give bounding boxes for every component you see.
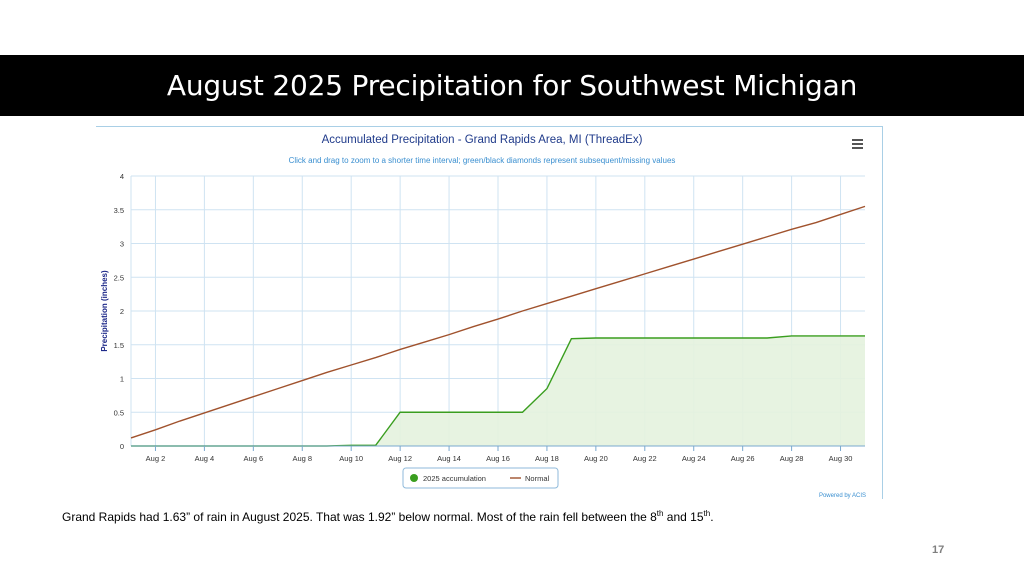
hamburger-menu-icon[interactable]: [852, 139, 863, 149]
caption-text-c: .: [710, 510, 714, 524]
x-tick-label: Aug 8: [292, 454, 312, 463]
slide-title: August 2025 Precipitation for Southwest …: [166, 69, 858, 102]
y-tick-label: 0.5: [114, 408, 124, 417]
y-tick-label: 4: [120, 172, 124, 181]
y-tick-label: 0: [120, 442, 124, 451]
caption-superscript-1: th: [656, 509, 664, 518]
x-tick-label: Aug 24: [682, 454, 706, 463]
y-tick-label: 1: [120, 375, 124, 384]
menu-icon-bar: [852, 147, 863, 149]
menu-icon-bar: [852, 143, 863, 145]
y-axis-label: Precipitation (inches): [100, 270, 109, 352]
legend-label-2025-accumulation[interactable]: 2025 accumulation: [423, 474, 486, 483]
legend-marker-2025-accumulation[interactable]: [410, 474, 418, 482]
series-2025-accumulation-area: [131, 335, 865, 446]
y-tick-label: 3.5: [114, 206, 124, 215]
menu-icon-bar: [852, 139, 863, 141]
x-tick-label: Aug 30: [829, 454, 853, 463]
x-tick-label: Aug 10: [339, 454, 363, 463]
caption-text-b: and 15: [663, 510, 704, 524]
y-tick-label: 2.5: [114, 273, 124, 282]
page-number: 17: [932, 544, 945, 556]
caption-text-a: Grand Rapids had 1.63” of rain in August…: [62, 510, 657, 524]
x-tick-label: Aug 2: [146, 454, 166, 463]
precipitation-chart: Accumulated Precipitation - Grand Rapids…: [100, 134, 866, 499]
credit-text[interactable]: Powered by ACIS: [819, 493, 866, 499]
x-tick-label: Aug 26: [731, 454, 755, 463]
chart-container: Accumulated Precipitation - Grand Rapids…: [96, 126, 883, 499]
x-tick-label: Aug 28: [780, 454, 804, 463]
x-tick-label: Aug 6: [244, 454, 264, 463]
legend-box: [402, 467, 559, 489]
legend-label-normal[interactable]: Normal: [525, 474, 550, 483]
y-tick-label: 3: [120, 240, 124, 249]
y-tick-label: 2: [120, 307, 124, 316]
slide-title-bar: August 2025 Precipitation for Southwest …: [0, 55, 1024, 116]
x-tick-label: Aug 14: [437, 454, 461, 463]
chart-subtitle: Click and drag to zoom to a shorter time…: [289, 156, 676, 165]
chart-title: Accumulated Precipitation - Grand Rapids…: [322, 134, 643, 146]
x-tick-label: Aug 12: [388, 454, 412, 463]
x-tick-label: Aug 18: [535, 454, 559, 463]
caption-superscript-2: th: [703, 509, 711, 518]
x-tick-label: Aug 16: [486, 454, 510, 463]
x-tick-label: Aug 4: [195, 454, 215, 463]
x-tick-label: Aug 20: [584, 454, 608, 463]
slide-caption: Grand Rapids had 1.63” of rain in August…: [62, 509, 714, 524]
x-tick-label: Aug 22: [633, 454, 657, 463]
series-normal-line: [130, 205, 866, 439]
y-tick-label: 1.5: [114, 341, 124, 350]
